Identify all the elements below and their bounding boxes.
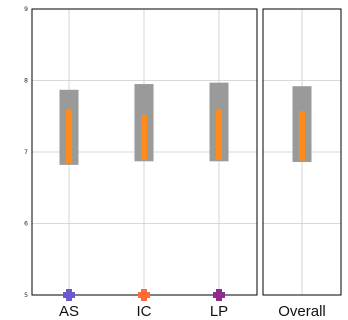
y-tick-label: 9 (24, 6, 28, 13)
y-tick-label: 6 (24, 221, 28, 228)
category-marker-as (63, 289, 75, 301)
box-inner-overall (299, 111, 305, 161)
category-label-lp: LP (210, 303, 228, 320)
category-label-overall: Overall (278, 303, 326, 320)
y-tick-label: 8 (24, 78, 28, 85)
category-label-as: AS (59, 303, 79, 320)
box-inner-lp (216, 109, 222, 160)
y-tick-label: 7 (24, 149, 28, 156)
category-label-ic: IC (137, 303, 152, 320)
category-marker-ic (138, 289, 150, 301)
panel-frame (262, 8, 342, 296)
overall-panel: Overall (262, 8, 342, 320)
box-inner-as (66, 109, 72, 164)
box-inner-ic (141, 114, 147, 160)
category-marker-lp (213, 289, 225, 301)
main-panel: 5 6 7 8 9 AS IC LP (24, 6, 258, 320)
y-tick-label: 5 (24, 292, 28, 299)
